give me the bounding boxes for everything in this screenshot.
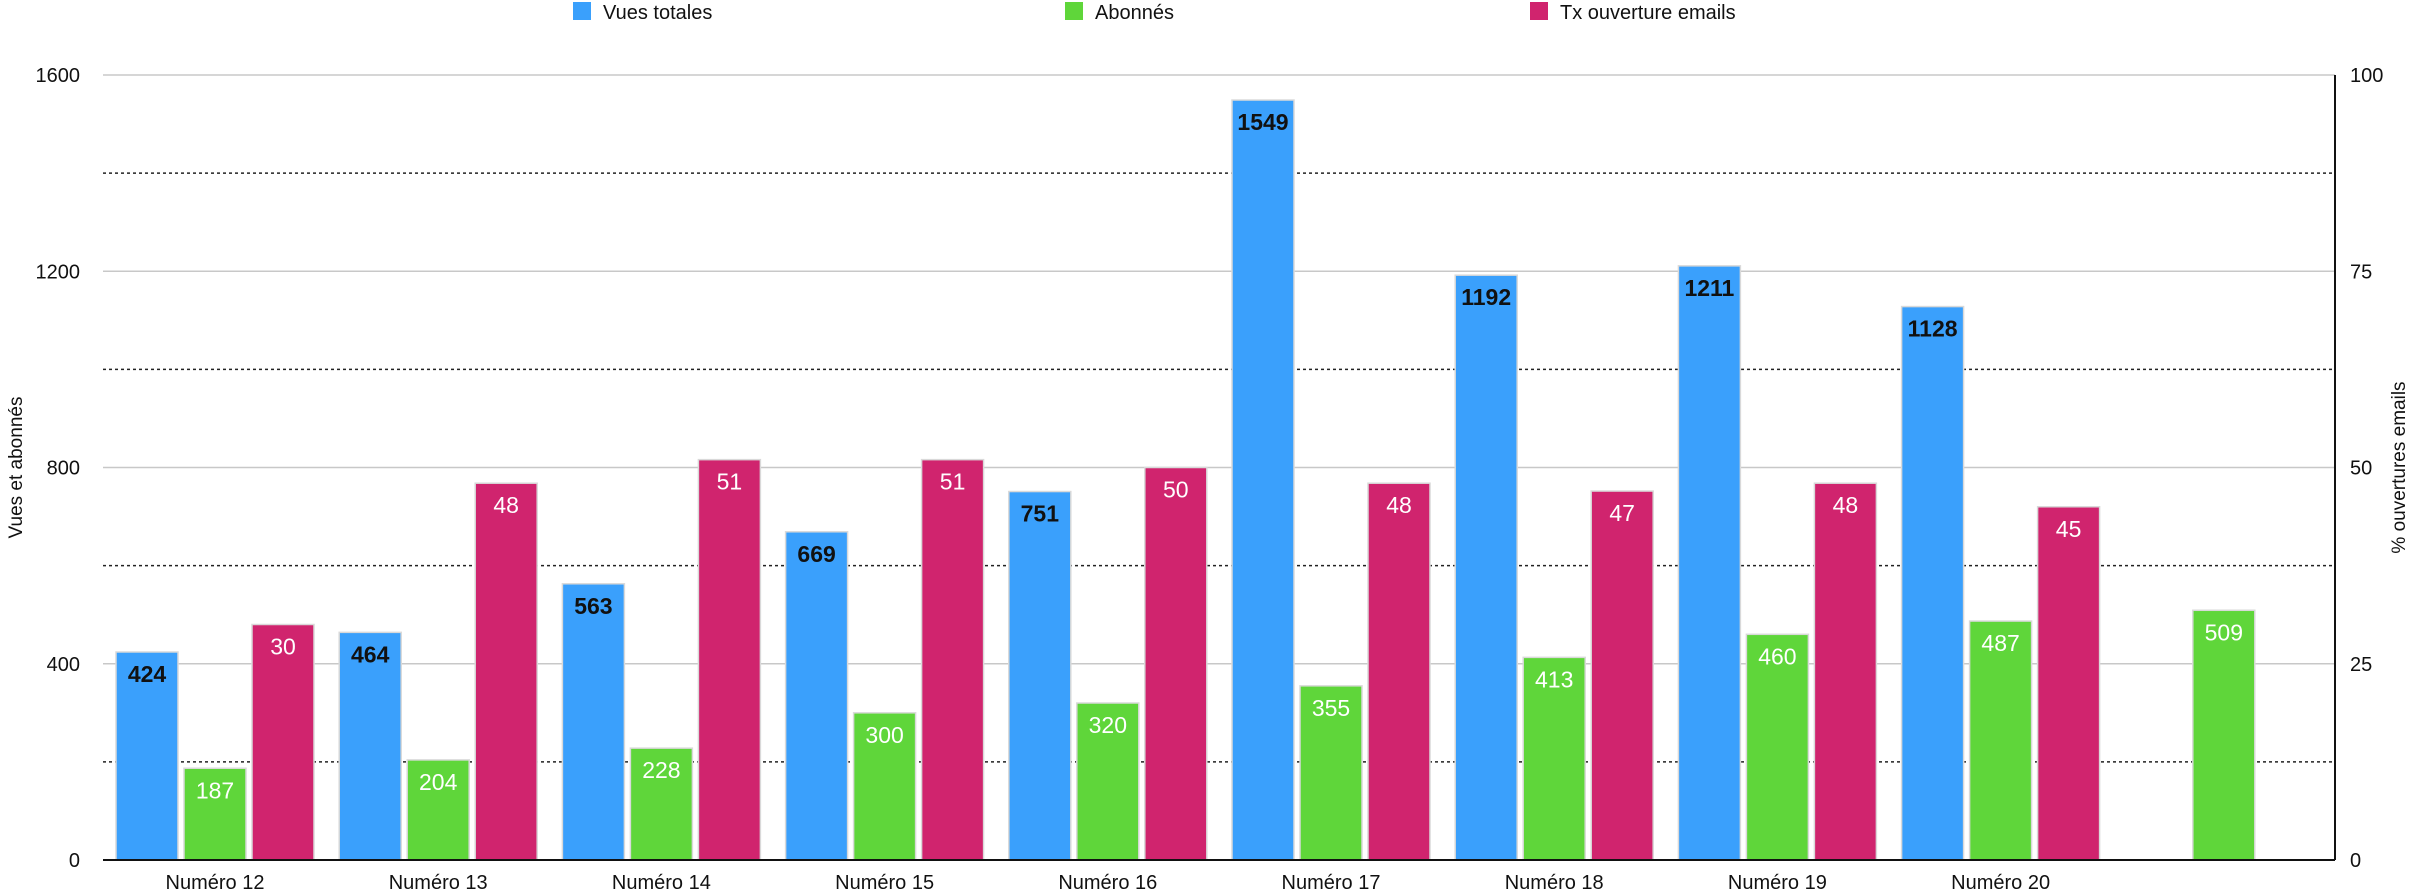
bar — [629, 747, 694, 861]
bar — [1968, 620, 2033, 861]
data-label: 464 — [351, 641, 390, 667]
bar — [1900, 305, 1965, 861]
legend-swatch — [1530, 2, 1548, 20]
bar — [1745, 633, 1810, 861]
bar — [1008, 490, 1072, 861]
data-label: 460 — [1758, 643, 1796, 669]
bar — [338, 631, 402, 861]
data-label: 48 — [1833, 492, 1859, 518]
bars: 424 464 563 669 751 1549 1192 1211 1128 187 204 228… — [115, 99, 2256, 861]
y2-axis-title: % ouvertures emails — [2389, 381, 2410, 553]
data-label: 204 — [419, 769, 458, 795]
bar — [697, 458, 762, 861]
bar — [784, 531, 849, 861]
data-label: 1192 — [1461, 284, 1511, 310]
y2-tick-label: 25 — [2350, 654, 2372, 676]
data-label: 45 — [2056, 516, 2082, 542]
bar — [406, 759, 470, 861]
bar — [1677, 265, 1742, 861]
y2-tick-label: 50 — [2350, 458, 2372, 480]
data-label: 300 — [865, 722, 903, 748]
x-tick-label: Numéro 14 — [612, 872, 711, 892]
data-label: 355 — [1312, 695, 1350, 721]
data-label: 1549 — [1237, 109, 1288, 135]
data-label: 1128 — [1908, 316, 1958, 342]
bar — [1367, 482, 1431, 861]
bar — [561, 583, 626, 861]
bar — [1076, 702, 1140, 861]
bar — [251, 623, 315, 861]
data-label: 47 — [1609, 500, 1635, 526]
x-tick-label: Numéro 15 — [835, 872, 934, 892]
data-label: 424 — [128, 661, 167, 687]
data-label: 669 — [797, 541, 835, 567]
bar — [2036, 506, 2101, 861]
legend: Vues totales Abonnés Tx ouverture emails — [573, 2, 1736, 24]
bar — [852, 712, 917, 861]
data-label: 509 — [2205, 619, 2243, 645]
y-axis-title: Vues et abonnés — [6, 397, 27, 539]
y-tick-label: 1200 — [36, 261, 81, 283]
legend-swatch — [573, 2, 591, 20]
y2-tick-label: 100 — [2350, 65, 2383, 87]
bar — [1813, 482, 1878, 861]
bar — [1144, 466, 1208, 861]
data-label: 30 — [270, 634, 296, 660]
bar — [1299, 685, 1363, 861]
bar — [1231, 99, 1295, 861]
data-label: 487 — [1981, 630, 2019, 656]
bar — [183, 767, 247, 861]
x-tick-label: Numéro 16 — [1058, 872, 1157, 892]
data-label: 320 — [1089, 712, 1127, 738]
bar — [920, 458, 985, 861]
bar — [1590, 490, 1654, 861]
data-label: 51 — [717, 469, 743, 495]
x-tick-label: Numéro 18 — [1505, 872, 1604, 892]
y-tick-label: 0 — [69, 850, 80, 872]
data-label: 50 — [1163, 477, 1189, 503]
legend-label: Vues totales — [603, 2, 712, 24]
x-tick-label: Numéro 12 — [166, 872, 265, 892]
data-label: 187 — [196, 777, 234, 803]
data-label: 563 — [574, 593, 612, 619]
bar — [2192, 609, 2256, 861]
legend-swatch — [1065, 2, 1083, 20]
y-tick-label: 1600 — [36, 65, 81, 87]
bar — [1454, 274, 1518, 861]
data-label: 228 — [642, 757, 680, 783]
bar — [474, 482, 538, 861]
legend-label: Abonnés — [1095, 2, 1174, 24]
legend-label: Tx ouverture emails — [1560, 2, 1736, 24]
data-label: 51 — [940, 469, 966, 495]
data-label: 1211 — [1684, 275, 1734, 301]
bar — [115, 651, 179, 861]
data-label: 413 — [1535, 666, 1573, 692]
y-tick-label: 800 — [47, 458, 80, 480]
data-label: 48 — [1386, 492, 1412, 518]
x-tick-label: Numéro 17 — [1282, 872, 1381, 892]
data-label: 48 — [493, 492, 519, 518]
y2-tick-label: 75 — [2350, 261, 2372, 283]
data-label: 751 — [1021, 501, 1060, 527]
axes: 0 400 800 1200 1600 0 25 50 75 100 Numéro 12 Numéro… — [6, 65, 2410, 892]
x-tick-label: Numéro 19 — [1728, 872, 1827, 892]
x-tick-label: Numéro 13 — [389, 872, 488, 892]
x-tick-label: Numéro 20 — [1951, 872, 2050, 892]
y-tick-label: 400 — [47, 654, 80, 676]
y2-tick-label: 0 — [2350, 850, 2361, 872]
